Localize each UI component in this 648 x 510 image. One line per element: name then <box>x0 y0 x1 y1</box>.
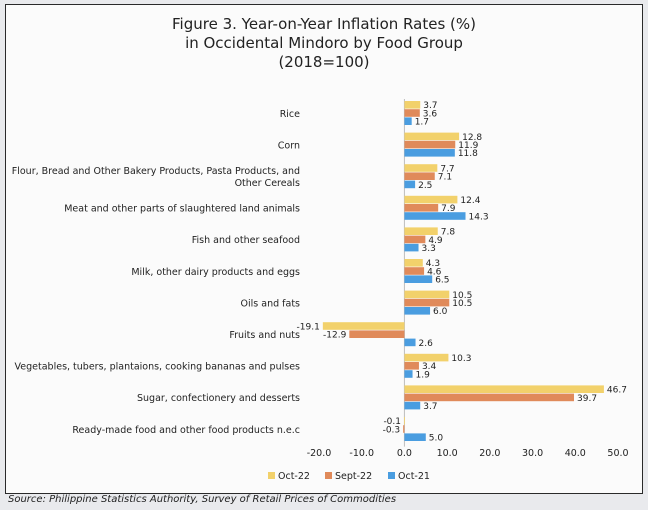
category-label: Corn <box>278 140 300 151</box>
bar-sept-22 <box>404 393 575 402</box>
data-label: -12.9 <box>323 331 347 341</box>
data-label: 3.7 <box>423 101 437 111</box>
category-label: Sugar, confectionery and desserts <box>137 393 300 404</box>
x-tick-label: -10.0 <box>349 448 374 459</box>
legend-swatch-sept-22 <box>325 472 332 479</box>
bar-oct-21 <box>404 243 419 252</box>
data-label: 7.9 <box>441 204 456 214</box>
bar-oct-22 <box>404 259 423 267</box>
x-tick-label: 0.0 <box>397 448 412 459</box>
chart-frame: Figure 3. Year-on-Year Inflation Rates (… <box>5 4 643 494</box>
bar-oct-22 <box>404 195 458 204</box>
bar-oct-22 <box>404 417 405 425</box>
bar-oct-22 <box>404 101 421 109</box>
bar-oct-21 <box>404 149 455 157</box>
bar-oct-21 <box>404 433 426 441</box>
data-label: 46.7 <box>607 386 627 396</box>
chart: Figure 3. Year-on-Year Inflation Rates (… <box>12 15 629 482</box>
bar-oct-22 <box>404 227 438 235</box>
category-label: Meat and other parts of slaughtered land… <box>64 204 300 215</box>
legend-swatch-oct-21 <box>388 472 395 479</box>
data-label: 7.7 <box>440 164 454 174</box>
bar-oct-22 <box>404 290 450 299</box>
bar-sept-22 <box>349 330 405 338</box>
data-label: 14.3 <box>469 212 489 222</box>
data-label: 10.5 <box>452 299 472 309</box>
category-label: Fruits and nuts <box>229 330 300 341</box>
chart-title-line: Figure 3. Year-on-Year Inflation Rates (… <box>172 15 476 33</box>
bar-sept-22 <box>404 235 426 244</box>
bar-oct-21 <box>404 401 421 410</box>
bar-sept-22 <box>404 298 450 307</box>
data-label: 6.0 <box>433 307 448 317</box>
data-label: 6.5 <box>435 276 449 286</box>
data-label: -0.1 <box>383 417 401 427</box>
data-label: 3.4 <box>422 362 437 372</box>
data-label: 2.5 <box>418 181 432 191</box>
data-label: 5.0 <box>429 434 444 444</box>
data-label: 4.6 <box>427 267 442 277</box>
data-label: 11.8 <box>458 149 478 159</box>
data-label: 3.6 <box>423 109 438 119</box>
data-label: 11.9 <box>458 141 478 151</box>
data-label: -19.1 <box>297 322 320 332</box>
category-label: Rice <box>280 109 300 120</box>
bar-oct-21 <box>404 307 431 315</box>
bar-sept-22 <box>404 172 435 180</box>
bar-oct-22 <box>322 322 405 330</box>
source-note: Source: Philippine Statistics Authority,… <box>8 494 397 505</box>
chart-title-line: (2018=100) <box>278 53 369 71</box>
data-label: 10.5 <box>452 291 472 301</box>
data-label: 39.7 <box>577 394 597 404</box>
bar-oct-22 <box>404 385 604 393</box>
x-tick-label: 50.0 <box>607 448 628 459</box>
bar-oct-22 <box>404 353 449 362</box>
bar-oct-21 <box>404 275 433 283</box>
x-tick-label: 40.0 <box>565 448 586 459</box>
category-label: Flour, Bread and Other Bakery Products, … <box>12 166 300 177</box>
x-tick-label: 30.0 <box>522 448 543 459</box>
bar-oct-21 <box>404 117 412 125</box>
category-label: Oils and fats <box>241 298 301 309</box>
legend-swatch-oct-22 <box>268 472 275 479</box>
data-label: 1.7 <box>415 118 429 128</box>
category-label: Vegetables, tubers, plantaions, cooking … <box>15 362 301 373</box>
data-label: 12.4 <box>460 196 480 206</box>
bar-oct-21 <box>404 180 416 189</box>
bar-oct-22 <box>404 164 438 172</box>
data-label: 12.8 <box>462 133 482 143</box>
category-label: Other Cereals <box>235 178 300 189</box>
x-tick-label: 10.0 <box>437 448 458 459</box>
category-label: Ready-made food and other food products … <box>72 425 300 436</box>
data-label: 3.7 <box>423 402 437 412</box>
bar-sept-22 <box>404 204 439 212</box>
bar-oct-21 <box>404 338 416 347</box>
data-label: 2.6 <box>419 339 434 349</box>
x-tick-label: 20.0 <box>479 448 500 459</box>
data-label: 4.3 <box>426 259 440 269</box>
bar-oct-22 <box>404 132 460 141</box>
data-label: 1.9 <box>416 370 431 380</box>
data-label: 7.8 <box>441 228 456 238</box>
data-label: 10.3 <box>451 354 471 364</box>
legend-label: Oct-22 <box>278 471 310 482</box>
x-tick-label: -20.0 <box>307 448 332 459</box>
bar-sept-22 <box>404 267 425 275</box>
data-label: 3.3 <box>422 244 436 254</box>
data-label: -0.3 <box>383 425 401 435</box>
category-label: Fish and other seafood <box>192 235 300 246</box>
data-label: 4.9 <box>428 236 443 246</box>
chart-title-line: in Occidental Mindoro by Food Group <box>185 34 463 52</box>
legend-label: Oct-21 <box>398 471 430 482</box>
bar-oct-21 <box>404 370 413 378</box>
bar-sept-22 <box>403 425 405 433</box>
category-label: Milk, other dairy products and eggs <box>131 267 300 278</box>
bar-sept-22 <box>404 140 456 149</box>
bar-sept-22 <box>404 362 419 370</box>
bar-oct-21 <box>404 212 466 220</box>
legend-label: Sept-22 <box>335 471 372 482</box>
data-label: 7.1 <box>438 173 452 183</box>
bar-sept-22 <box>404 109 420 117</box>
